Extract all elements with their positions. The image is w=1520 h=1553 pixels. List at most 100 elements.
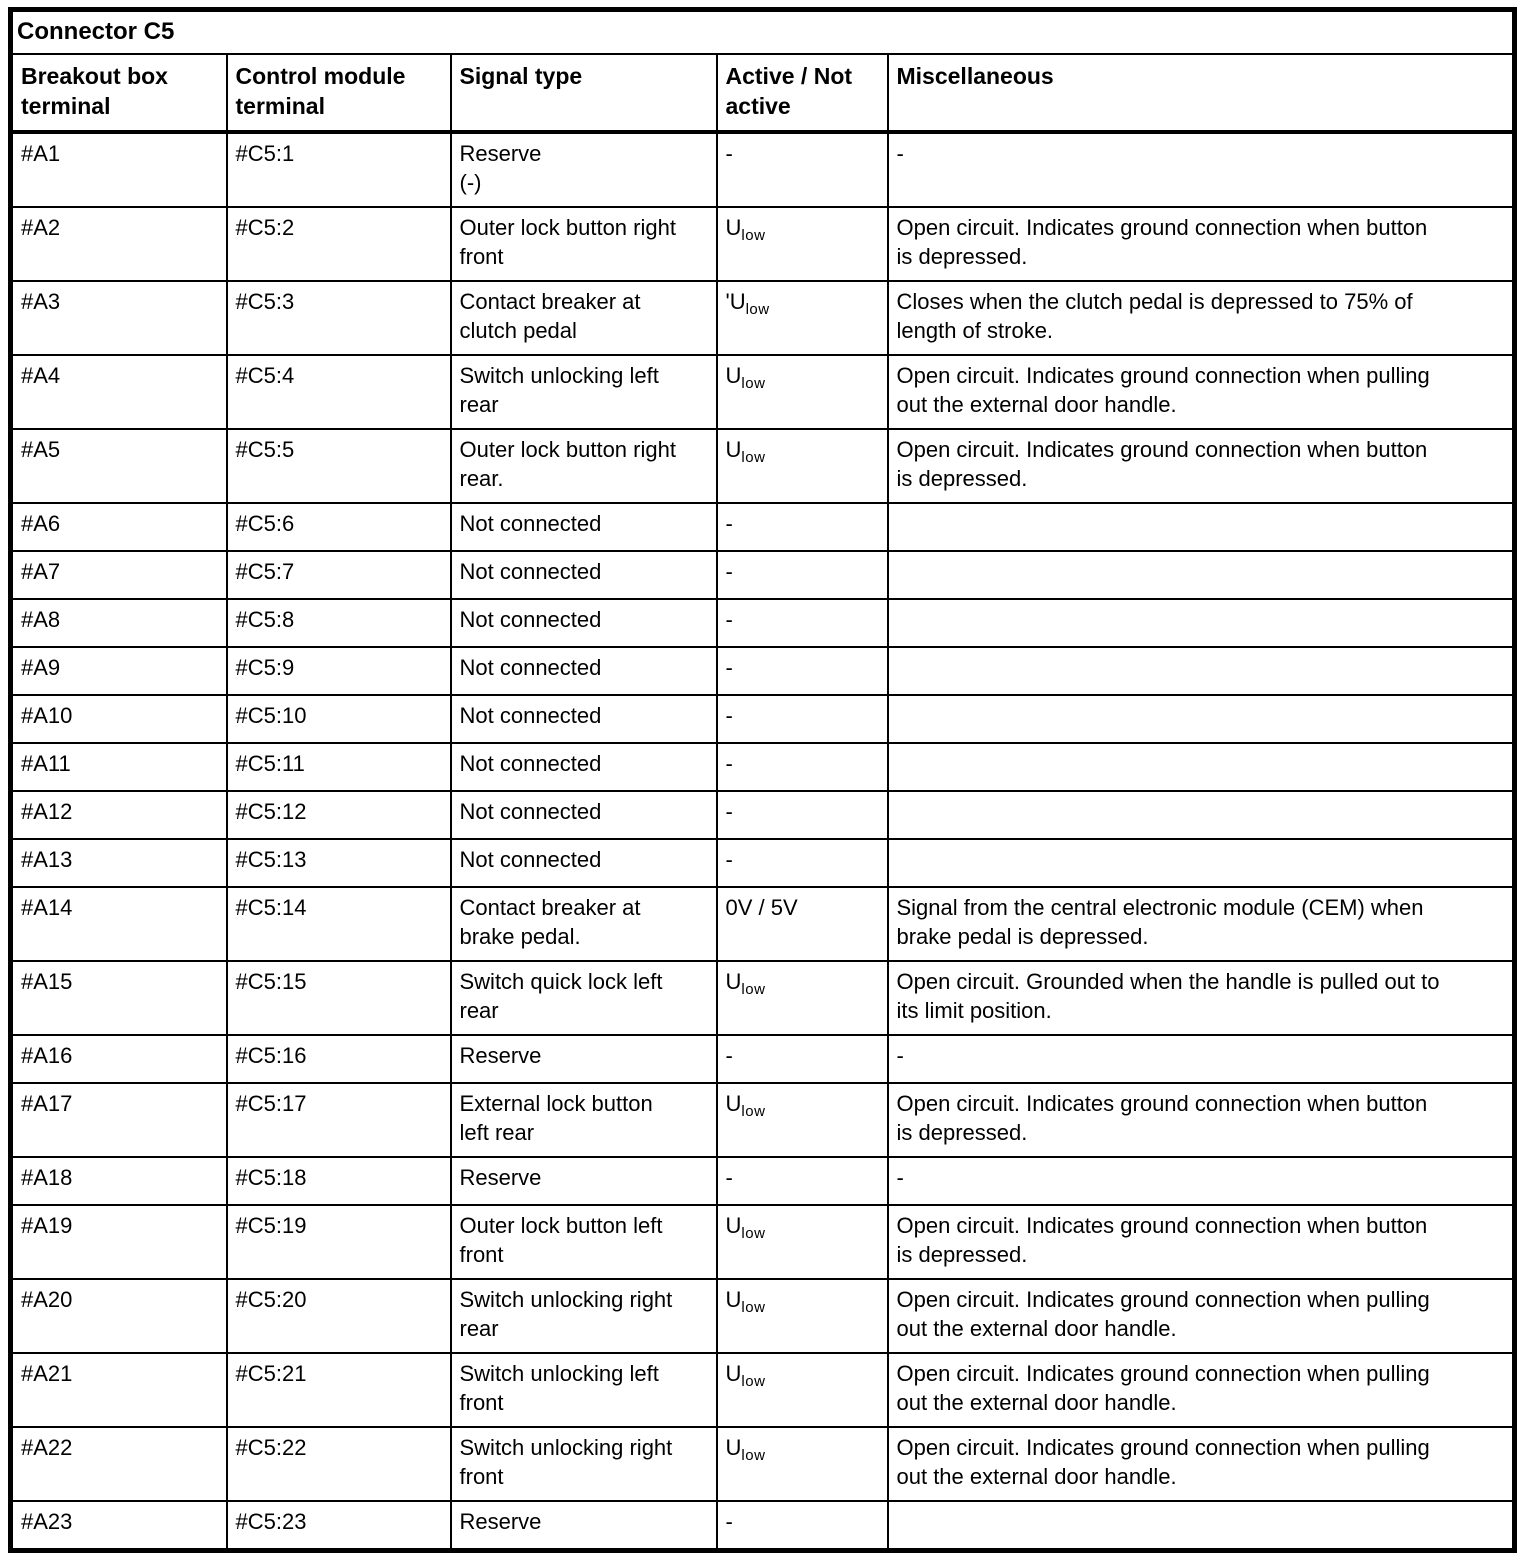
cell-miscellaneous: Open circuit. Indicates ground connectio…	[886, 354, 1516, 430]
active-value: -	[725, 511, 733, 536]
cell-signal-type: Not connected	[449, 646, 718, 696]
cell-signal-type: Switch unlocking left rear	[449, 354, 718, 430]
cell-module-terminal: #C5:20	[225, 1278, 452, 1354]
cell-breakout-terminal: #A19	[9, 1204, 228, 1280]
cell-breakout-terminal: #A3	[9, 280, 228, 356]
cell-breakout-terminal: #A14	[9, 886, 228, 962]
cell-breakout-terminal: #A4	[9, 354, 228, 430]
active-value: -	[725, 141, 733, 166]
cell-signal-type: Switch unlocking left front	[449, 1352, 718, 1428]
table-row: #A21 #C5:21 Switch unlocking left front …	[9, 1352, 1516, 1428]
cell-breakout-terminal: #A16	[9, 1034, 228, 1084]
active-value: -	[725, 607, 733, 632]
cell-active-state: Ulow	[715, 1426, 889, 1502]
active-value: -	[725, 1043, 733, 1068]
table-row: #A9 #C5:9 Not connected -	[9, 646, 1516, 696]
active-value: U	[725, 1361, 742, 1386]
cell-miscellaneous: Open circuit. Indicates ground connectio…	[886, 1082, 1516, 1158]
cell-signal-type: Reserve	[449, 1034, 718, 1084]
cell-signal-type: Contact breaker at brake pedal.	[449, 886, 718, 962]
cell-module-terminal: #C5:7	[225, 550, 452, 600]
cell-miscellaneous: -	[886, 1034, 1516, 1084]
cell-miscellaneous: -	[886, 131, 1516, 208]
cell-miscellaneous: Closes when the clutch pedal is depresse…	[886, 280, 1516, 356]
active-value: -	[725, 799, 733, 824]
cell-module-terminal: #C5:11	[225, 742, 452, 792]
table-row: #A4 #C5:4 Switch unlocking left rear Ulo…	[9, 354, 1516, 430]
active-value: U	[725, 1287, 742, 1312]
cell-signal-type: Contact breaker at clutch pedal	[449, 280, 718, 356]
cell-miscellaneous	[886, 742, 1516, 792]
active-value: 0V / 5V	[725, 895, 798, 920]
cell-active-state: -	[715, 1034, 889, 1084]
cell-active-state: Ulow	[715, 1278, 889, 1354]
cell-miscellaneous: Open circuit. Indicates ground connectio…	[886, 206, 1516, 282]
active-value: -	[725, 847, 733, 872]
cell-active-state: -	[715, 550, 889, 600]
cell-breakout-terminal: #A22	[9, 1426, 228, 1502]
active-value: -	[725, 655, 733, 680]
cell-breakout-terminal: #A20	[9, 1278, 228, 1354]
cell-active-state: -	[715, 742, 889, 792]
cell-module-terminal: #C5:17	[225, 1082, 452, 1158]
active-subscript: low	[741, 1373, 766, 1390]
active-value: U	[725, 437, 742, 462]
cell-breakout-terminal: #A15	[9, 960, 228, 1036]
cell-signal-type: Not connected	[449, 694, 718, 744]
active-subscript: low	[741, 449, 766, 466]
cell-signal-type: Not connected	[449, 790, 718, 840]
cell-breakout-terminal: #A1	[9, 131, 228, 208]
cell-signal-type: Outer lock button left front	[449, 1204, 718, 1280]
cell-module-terminal: #C5:6	[225, 502, 452, 552]
active-subscript: low	[741, 1447, 766, 1464]
cell-signal-type: Switch quick lock left rear	[449, 960, 718, 1036]
cell-active-state: -	[715, 790, 889, 840]
active-value: U	[725, 1435, 742, 1460]
cell-active-state: -	[715, 1500, 889, 1552]
cell-miscellaneous	[886, 838, 1516, 888]
cell-active-state: Ulow	[715, 206, 889, 282]
table-row: #A17 #C5:17 External lock button left re…	[9, 1082, 1516, 1158]
cell-active-state: 0V / 5V	[715, 886, 889, 962]
document-page: Connector C5 Breakout box terminal Contr…	[8, 7, 1518, 1553]
cell-signal-type: External lock button left rear	[449, 1082, 718, 1158]
cell-module-terminal: #C5:10	[225, 694, 452, 744]
title-row: Connector C5	[9, 8, 1516, 55]
cell-miscellaneous: Open circuit. Indicates ground connectio…	[886, 428, 1516, 504]
table-title: Connector C5	[9, 8, 1516, 55]
active-subscript: low	[741, 1103, 766, 1120]
table-row: #A14 #C5:14 Contact breaker at brake ped…	[9, 886, 1516, 962]
cell-module-terminal: #C5:16	[225, 1034, 452, 1084]
cell-module-terminal: #C5:5	[225, 428, 452, 504]
cell-miscellaneous: -	[886, 1156, 1516, 1206]
cell-module-terminal: #C5:23	[225, 1500, 452, 1552]
active-subscript: low	[741, 1299, 766, 1316]
table-row: #A2 #C5:2 Outer lock button right front …	[9, 206, 1516, 282]
cell-breakout-terminal: #A6	[9, 502, 228, 552]
active-value: U	[725, 969, 742, 994]
active-subscript: low	[741, 227, 766, 244]
cell-breakout-terminal: #A5	[9, 428, 228, 504]
active-value: -	[725, 1165, 733, 1190]
connector-c5-table: Connector C5 Breakout box terminal Contr…	[8, 7, 1518, 1553]
cell-module-terminal: #C5:3	[225, 280, 452, 356]
table-row: #A5 #C5:5 Outer lock button right rear. …	[9, 428, 1516, 504]
column-header-active-not-active: Active / Not active	[715, 53, 889, 134]
cell-signal-type: Not connected	[449, 598, 718, 648]
table-body: #A1 #C5:1 Reserve (-) - - #A2 #C5:2 Oute…	[9, 131, 1516, 1552]
cell-module-terminal: #C5:8	[225, 598, 452, 648]
cell-miscellaneous	[886, 1500, 1516, 1552]
column-header-signal-type: Signal type	[449, 53, 718, 134]
cell-miscellaneous: Open circuit. Grounded when the handle i…	[886, 960, 1516, 1036]
table-row: #A11 #C5:11 Not connected -	[9, 742, 1516, 792]
cell-breakout-terminal: #A8	[9, 598, 228, 648]
column-header-control-module-terminal: Control module terminal	[225, 53, 452, 134]
cell-miscellaneous: Signal from the central electronic modul…	[886, 886, 1516, 962]
cell-miscellaneous	[886, 598, 1516, 648]
cell-miscellaneous: Open circuit. Indicates ground connectio…	[886, 1278, 1516, 1354]
cell-module-terminal: #C5:9	[225, 646, 452, 696]
table-row: #A19 #C5:19 Outer lock button left front…	[9, 1204, 1516, 1280]
cell-active-state: Ulow	[715, 354, 889, 430]
cell-miscellaneous: Open circuit. Indicates ground connectio…	[886, 1204, 1516, 1280]
cell-signal-type: Reserve	[449, 1156, 718, 1206]
